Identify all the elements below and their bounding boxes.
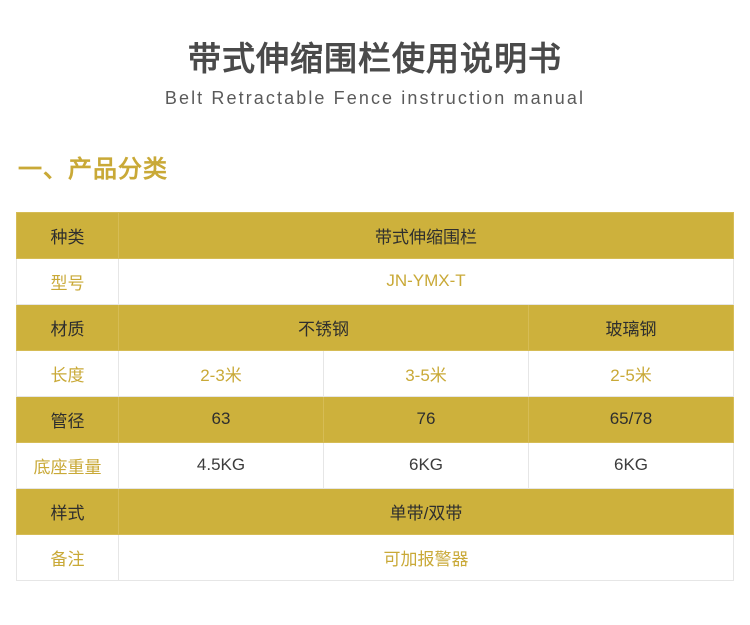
table-cell: 2-3米 bbox=[118, 349, 324, 397]
table-row-label: 管径 bbox=[16, 395, 119, 443]
product-spec-table: 种类 带式伸缩围栏 型号 JN-YMX-T 材质 不锈钢 玻璃钢 长度 2-3米 3-5米 2-5米… bbox=[16, 211, 734, 581]
page-title-cn: 带式伸缩围栏使用说明书 bbox=[188, 40, 562, 77]
table-cell: 单带/双带 bbox=[118, 487, 734, 535]
table-cell: 76 bbox=[323, 395, 529, 443]
page-title-en: Belt Retractable Fence instruction manua… bbox=[164, 88, 586, 109]
table-cell: 玻璃钢 bbox=[528, 303, 734, 351]
table-row: 型号 JN-YMX-T bbox=[16, 257, 734, 305]
table-row-label: 底座重量 bbox=[16, 441, 119, 489]
table-row-label: 长度 bbox=[16, 349, 119, 397]
table-cell: 65/78 bbox=[528, 395, 734, 443]
table-cell: 3-5米 bbox=[323, 349, 529, 397]
table-cell: 63 bbox=[118, 395, 324, 443]
table-row: 样式 单带/双带 bbox=[16, 487, 734, 535]
table-cell: 6KG bbox=[323, 441, 529, 489]
table-row-label: 种类 bbox=[16, 211, 119, 259]
table-cell: 4.5KG bbox=[118, 441, 324, 489]
table-row: 材质 不锈钢 玻璃钢 bbox=[16, 303, 734, 351]
section-heading-product-classification: 一、产品分类 bbox=[18, 155, 168, 183]
table-row: 备注 可加报警器 bbox=[16, 533, 734, 581]
table-row-label: 型号 bbox=[16, 257, 119, 305]
table-cell: 可加报警器 bbox=[118, 533, 734, 581]
table-cell: 不锈钢 bbox=[118, 303, 529, 351]
spec-table-container: 种类 带式伸缩围栏 型号 JN-YMX-T 材质 不锈钢 玻璃钢 长度 2-3米 3-5米 2-5米… bbox=[16, 211, 734, 581]
table-cell: JN-YMX-T bbox=[118, 257, 734, 305]
table-row: 底座重量 4.5KG 6KG 6KG bbox=[16, 441, 734, 489]
table-row: 管径 63 76 65/78 bbox=[16, 395, 734, 443]
table-cell: 带式伸缩围栏 bbox=[118, 211, 734, 259]
table-cell: 2-5米 bbox=[528, 349, 734, 397]
table-row: 种类 带式伸缩围栏 bbox=[16, 211, 734, 259]
table-row-label: 备注 bbox=[16, 533, 119, 581]
table-row: 长度 2-3米 3-5米 2-5米 bbox=[16, 349, 734, 397]
page-header: 带式伸缩围栏使用说明书 Belt Retractable Fence instr… bbox=[0, 0, 750, 111]
spec-table-body: 种类 带式伸缩围栏 型号 JN-YMX-T 材质 不锈钢 玻璃钢 长度 2-3米 3-5米 2-5米… bbox=[16, 211, 734, 581]
table-row-label: 材质 bbox=[16, 303, 119, 351]
table-row-label: 样式 bbox=[16, 487, 119, 535]
table-cell: 6KG bbox=[528, 441, 734, 489]
